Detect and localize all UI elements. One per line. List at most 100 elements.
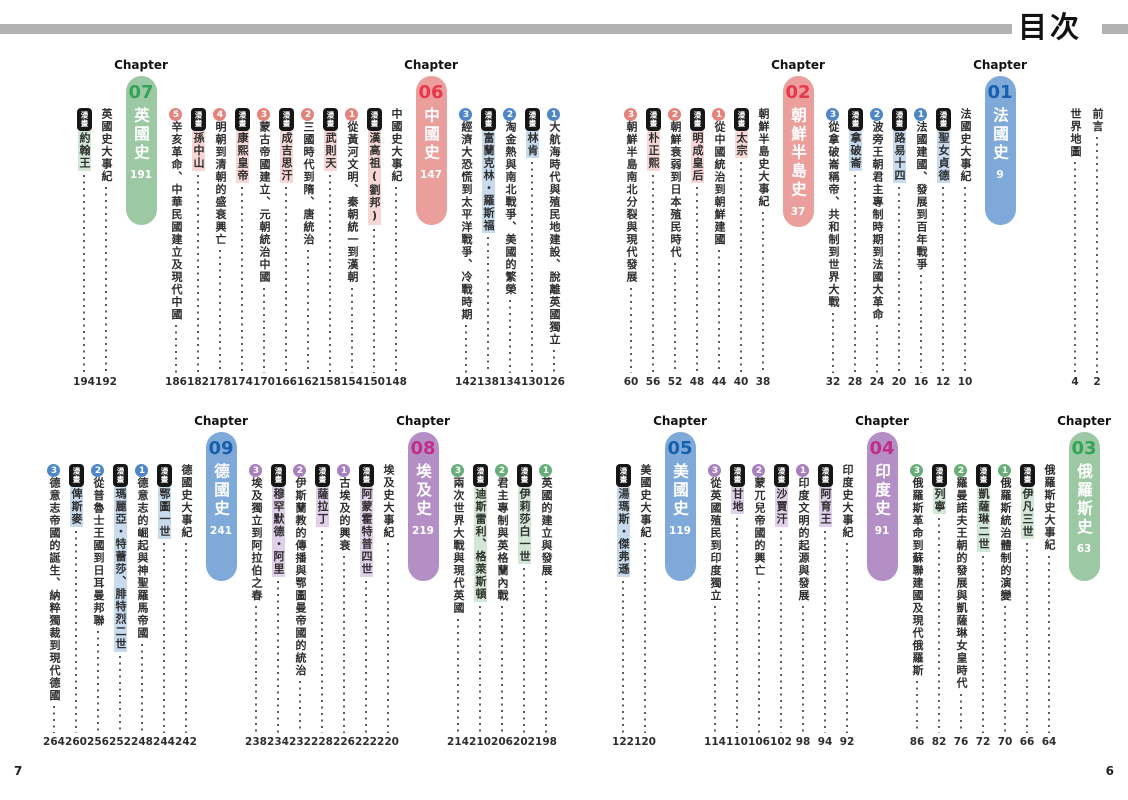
manga-name: 康熙皇帝 bbox=[236, 131, 249, 183]
entry-title: 1古埃及的興衰 bbox=[333, 464, 355, 552]
dotted-leader bbox=[387, 543, 389, 733]
dotted-leader bbox=[652, 174, 654, 373]
entry-page-number: 44 bbox=[711, 376, 727, 388]
section-number-badge: 3 bbox=[47, 464, 60, 477]
manga-badge: 漫畫 bbox=[323, 108, 338, 131]
toc-entry: 2羅曼諾夫王朝的發展與凱薩琳女皇時代 76 bbox=[950, 414, 972, 750]
toc-entry: 2從普魯士王國到日耳曼邦聯 256 bbox=[87, 414, 109, 750]
dotted-leader bbox=[920, 275, 922, 373]
chapter-title: 埃及史 bbox=[414, 463, 432, 519]
entry-title: 中國史大事紀 bbox=[385, 108, 407, 183]
dotted-leader bbox=[960, 693, 962, 733]
toc-entry: 德國史大事紀 242 bbox=[175, 414, 197, 750]
chapter-start-page: 147 bbox=[420, 168, 442, 181]
section-title: 從普魯士王國到日耳曼邦聯 bbox=[92, 477, 105, 627]
entry-page-number: 12 bbox=[935, 376, 951, 388]
entry-title: 2三國時代到隋、唐統治 bbox=[297, 108, 319, 246]
manga-name: 鄂圖一世 bbox=[158, 487, 171, 539]
chapter-word-label: Chapter bbox=[653, 414, 707, 428]
entry-page-number: 138 bbox=[477, 376, 499, 388]
manga-name: 湯瑪斯・傑弗遜 bbox=[617, 487, 630, 577]
entry-title: 漫畫列寧 bbox=[928, 464, 950, 514]
chapter-capsule: 02 朝鮮半島史 37 bbox=[782, 76, 814, 227]
page-gutter bbox=[565, 58, 620, 390]
manga-badge: 漫畫 bbox=[734, 108, 749, 131]
entry-title: 漫畫阿蒙霍特普四世 bbox=[355, 464, 377, 577]
chapter-capsule: 08 埃及史 219 bbox=[407, 432, 439, 581]
section-number-badge: 3 bbox=[459, 108, 472, 121]
chapter-number: 03 bbox=[1071, 438, 1097, 459]
entry-page-number: 206 bbox=[491, 736, 513, 748]
entry-title: 1法國建國、發展到百年戰爭 bbox=[910, 108, 932, 271]
dotted-leader bbox=[365, 580, 367, 733]
plain-title: 中國史大事紀 bbox=[390, 108, 403, 183]
entry-title: 漫畫薩拉丁 bbox=[311, 464, 333, 527]
manga-name: 拿破崙 bbox=[849, 131, 862, 171]
section-title: 兩次世界大戰與現代英國 bbox=[452, 477, 465, 615]
toc-entry: 漫畫伊莉莎白一世 202 bbox=[513, 414, 535, 750]
section-title: 淘金熱與南北戰爭、美國的繁榮 bbox=[504, 121, 517, 296]
entry-title: 漫畫瑪麗亞・特蕾莎、腓特烈二世 bbox=[109, 464, 131, 652]
entry-title: 2蒙兀兒帝國的興亡 bbox=[748, 464, 770, 577]
dotted-leader bbox=[163, 543, 165, 733]
plain-title: 德國史大事紀 bbox=[180, 464, 193, 539]
section-number-badge: 3 bbox=[826, 108, 839, 121]
toc-entry: 漫畫甘地 110 bbox=[726, 414, 748, 750]
chapter-block-01: Chapter 01 法國史 9 bbox=[973, 58, 1027, 390]
toc-entry: 3兩次世界大戰與現代英國 214 bbox=[447, 414, 469, 750]
entry-title: 朝鮮半島史大事紀 bbox=[752, 108, 774, 208]
dotted-leader bbox=[982, 555, 984, 733]
section-number-badge: 5 bbox=[169, 108, 182, 121]
toc-body: 前言 2 世界地圖 4 Chapter 01 法國史 9 法國史大事紀 10 漫畫聖女貞德 12 1法國… bbox=[0, 58, 1128, 750]
entry-page-number: 10 bbox=[957, 376, 973, 388]
chapter-number: 07 bbox=[128, 82, 154, 103]
plain-title: 前言 bbox=[1091, 108, 1104, 133]
entry-page-number: 242 bbox=[175, 736, 197, 748]
entry-page-number: 64 bbox=[1041, 736, 1057, 748]
entry-page-number: 48 bbox=[689, 376, 705, 388]
chapter-word-label: Chapter bbox=[194, 414, 248, 428]
entry-page-number: 66 bbox=[1019, 736, 1035, 748]
manga-name: 聖女貞德 bbox=[937, 131, 950, 183]
page-title: 目次 bbox=[1018, 10, 1083, 44]
toc-row-top: 前言 2 世界地圖 4 Chapter 01 法國史 9 法國史大事紀 10 漫畫聖女貞德 12 1法國… bbox=[0, 58, 1108, 390]
entry-title: 1德意志的崛起與神聖羅馬帝國 bbox=[131, 464, 153, 640]
entry-title: 2從普魯士王國到日耳曼邦聯 bbox=[87, 464, 109, 627]
entry-page-number: 222 bbox=[355, 736, 377, 748]
dotted-leader bbox=[501, 606, 503, 733]
entry-title: 漫畫約翰王 bbox=[73, 108, 95, 171]
entry-title: 前言 bbox=[1086, 108, 1108, 133]
manga-name: 漢高祖(劉邦) bbox=[368, 131, 381, 225]
manga-name: 明成皇后 bbox=[691, 131, 704, 183]
header-rule-left bbox=[0, 24, 1012, 34]
manga-badge: 漫畫 bbox=[157, 464, 172, 487]
entry-title: 漫畫俾斯麥 bbox=[65, 464, 87, 527]
dotted-leader bbox=[75, 530, 77, 733]
manga-badge: 漫畫 bbox=[271, 464, 286, 487]
toc-entry: 1英國的建立與發展 198 bbox=[535, 414, 557, 750]
section-number-badge: 2 bbox=[668, 108, 681, 121]
manga-badge: 漫畫 bbox=[77, 108, 92, 131]
section-number-badge: 3 bbox=[451, 464, 464, 477]
page-gutter bbox=[557, 414, 612, 750]
manga-badge: 漫畫 bbox=[936, 108, 951, 131]
toc-entry: 3朝鮮半島南北分裂與現代發展 60 bbox=[620, 58, 642, 390]
entry-title: 3俄羅斯革命到蘇聯建國及現代俄羅斯 bbox=[906, 464, 928, 677]
dotted-leader bbox=[141, 643, 143, 733]
entry-title: 2波旁王朝君主專制時期到法國大革命 bbox=[866, 108, 888, 321]
dotted-leader bbox=[373, 228, 375, 373]
toc-entry: 中國史大事紀 148 bbox=[385, 58, 407, 390]
entry-page-number: 16 bbox=[913, 376, 929, 388]
entry-title: 漫畫湯瑪斯・傑弗遜 bbox=[612, 464, 634, 577]
dotted-leader bbox=[630, 287, 632, 373]
chapter-word-label: Chapter bbox=[771, 58, 825, 72]
toc-entry: 漫畫成吉思汗 166 bbox=[275, 58, 297, 390]
entry-page-number: 82 bbox=[931, 736, 947, 748]
chapter-number: 01 bbox=[987, 82, 1013, 103]
entry-page-number: 114 bbox=[704, 736, 726, 748]
section-title: 蒙兀兒帝國的興亡 bbox=[753, 477, 766, 577]
toc-entry: 漫畫約翰王 194 bbox=[73, 58, 95, 390]
section-number-badge: 1 bbox=[539, 464, 552, 477]
section-number-badge: 3 bbox=[910, 464, 923, 477]
manga-badge: 漫畫 bbox=[690, 108, 705, 131]
